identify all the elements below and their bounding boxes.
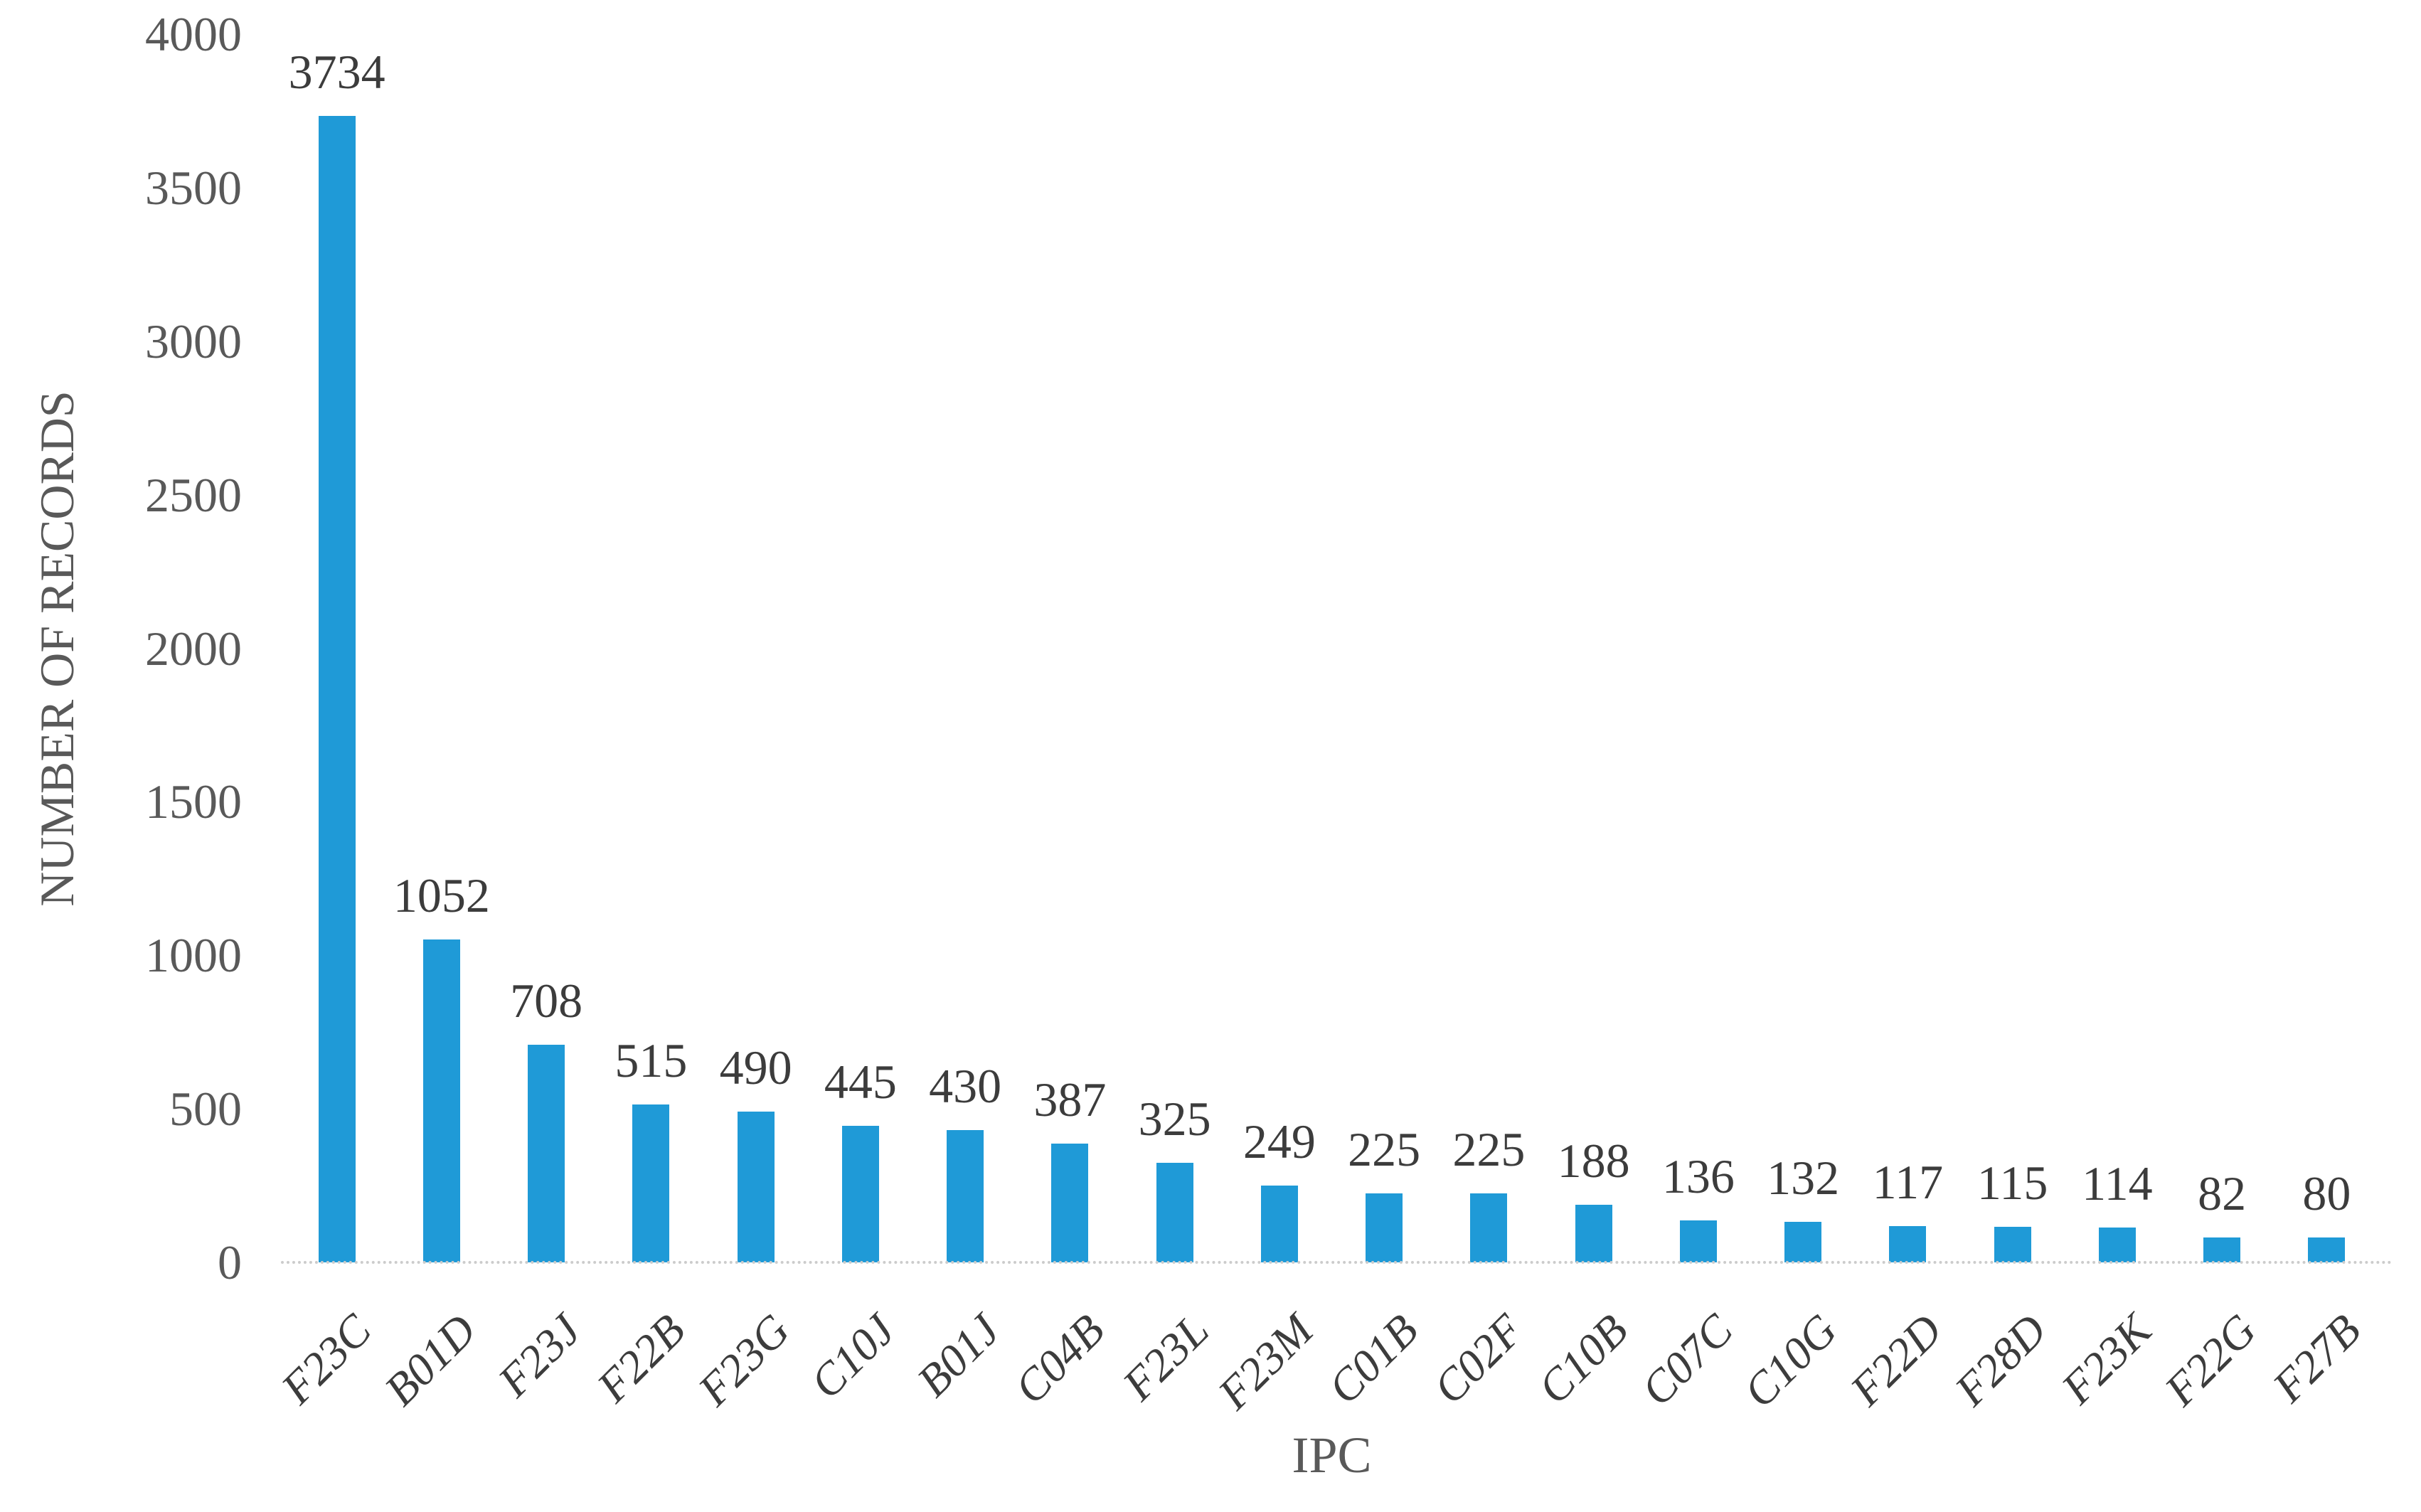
category-axis-tick-label: F23K [2051,1304,2161,1414]
category-axis-tick-label: F28D [1945,1304,2057,1415]
category-axis-tick-label: B01J [907,1304,1009,1407]
category-axis-tick-label: F22D [1840,1304,1952,1415]
data-label: 1052 [393,868,490,922]
bar [1575,1204,1612,1262]
bar [1679,1220,1717,1262]
data-label: 225 [1452,1122,1526,1176]
bar [1051,1143,1089,1262]
bar [841,1125,879,1262]
data-label: 490 [719,1040,792,1095]
data-label: 82 [2198,1166,2247,1220]
data-label: 515 [614,1033,688,1087]
value-axis-tick-label: 2000 [145,621,242,676]
value-axis-tick-label: 3500 [145,160,242,215]
bar [2203,1237,2241,1262]
category-axis-tick-label: F23J [488,1304,590,1407]
category-axis-tick-label: F23C [271,1304,381,1414]
bar [2098,1227,2136,1262]
data-label: 115 [1976,1156,2048,1210]
bar [2308,1237,2346,1262]
category-axis-tick-label: F22B [587,1304,695,1412]
bar [528,1045,565,1262]
bar [1260,1186,1298,1262]
category-axis-tick-label: F23L [1112,1304,1219,1410]
data-label: 3734 [288,44,385,99]
category-axis-tick-label: F23M [1208,1304,1324,1419]
data-label: 249 [1243,1114,1316,1169]
category-axis-line [281,1261,2393,1264]
data-label: 114 [2082,1156,2153,1210]
value-axis-tick-label: 3000 [145,314,242,368]
bar [1994,1227,2031,1262]
bar [1366,1193,1403,1262]
bar [737,1112,775,1262]
category-axis-tick-label: F23G [688,1304,800,1415]
value-axis-tick-label: 1000 [145,928,242,983]
category-axis-tick-label: C10J [800,1304,905,1408]
category-axis-tick-label: C02F [1423,1304,1533,1414]
data-label: 117 [1872,1155,1944,1210]
value-axis-tick-label: 1500 [145,774,242,829]
bar [422,939,460,1262]
data-label: 80 [2302,1166,2351,1221]
bar [947,1130,984,1262]
category-axis-tick-label: C10B [1528,1304,1638,1414]
data-label: 445 [824,1054,897,1109]
value-axis-tick-label: 4000 [145,7,242,61]
category-axis-tick-label: C10G [1734,1304,1847,1417]
data-label: 708 [510,974,583,1028]
bar [1889,1226,1927,1262]
category-axis-tick-label: F22G [2154,1304,2266,1415]
x-axis-title: IPC [1292,1427,1372,1484]
data-label: 430 [929,1059,1002,1114]
data-label: 136 [1661,1149,1735,1204]
bar [632,1104,670,1262]
value-axis-tick-label: 0 [218,1235,242,1289]
category-axis-tick-label: C04B [1004,1304,1114,1414]
bar [1470,1193,1508,1262]
bar [1784,1222,1822,1262]
bar [1156,1162,1193,1262]
category-axis-tick-label: C01B [1319,1304,1428,1414]
category-axis-tick-label: C07C [1631,1304,1742,1416]
data-label: 188 [1557,1133,1630,1188]
value-axis-tick-label: 2500 [145,467,242,522]
value-axis-tick-label: 500 [169,1082,242,1136]
category-axis-tick-label: B01D [374,1304,486,1415]
data-label: 225 [1348,1122,1421,1176]
data-label: 325 [1138,1091,1211,1146]
data-label: 387 [1033,1072,1107,1127]
bar [318,115,356,1262]
data-label: 132 [1767,1151,1840,1205]
category-axis-tick-label: F27B [2263,1304,2371,1412]
